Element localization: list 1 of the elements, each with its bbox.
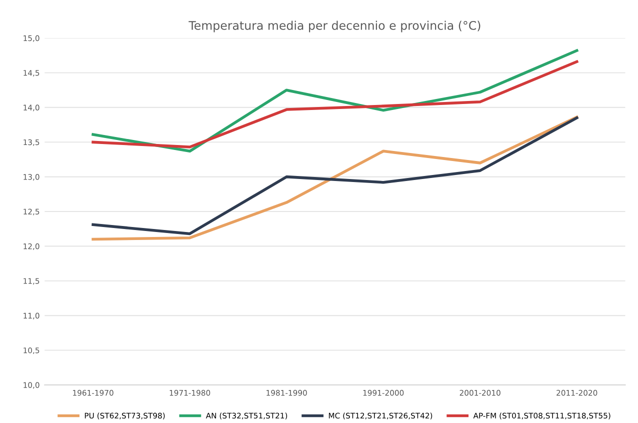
chart-title: Temperatura media per decennio e provincia (°C): [188, 20, 480, 32]
